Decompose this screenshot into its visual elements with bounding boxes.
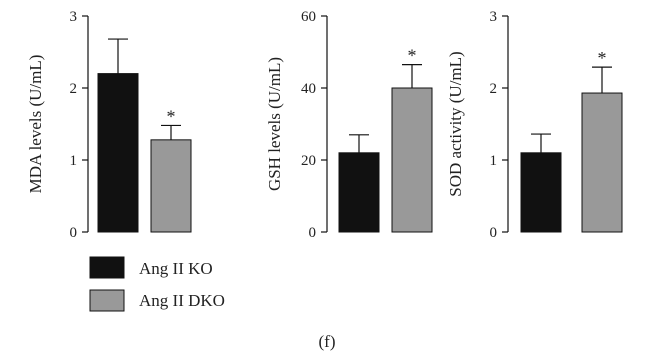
figure-caption: (f) xyxy=(319,332,336,351)
y-tick-label-gsh-3: 60 xyxy=(301,9,316,25)
y-tick-label-sod-2: 2 xyxy=(490,81,498,97)
y-tick-label-mda-2: 2 xyxy=(70,81,78,97)
legend-swatch-ang-ii-ko xyxy=(89,256,125,279)
bar-mda-0 xyxy=(97,73,139,233)
y-tick-label-gsh-2: 40 xyxy=(301,81,316,97)
y-tick-label-sod-1: 1 xyxy=(490,153,498,169)
chart-panel-sod: 0 1 2 3 SOD activity (U/mL) * xyxy=(446,9,623,241)
significance-mark-mda-1: * xyxy=(167,106,176,126)
legend: Ang II KO Ang II DKO xyxy=(89,256,225,312)
bar-sod-1 xyxy=(581,92,623,233)
chart-panel-gsh: 0 20 40 60 GSH levels (U/mL) * xyxy=(265,9,433,241)
y-tick-label-mda-1: 1 xyxy=(70,153,78,169)
significance-mark-sod-1: * xyxy=(598,48,607,68)
y-tick-label-mda-0: 0 xyxy=(70,225,78,241)
chart-panel-mda: 0 1 2 3 MDA levels (U/mL) * xyxy=(26,9,192,241)
legend-label-ang-ii-dko: Ang II DKO xyxy=(139,291,225,310)
bar-gsh-1 xyxy=(391,87,433,233)
y-axis-label-gsh: GSH levels (U/mL) xyxy=(265,57,284,191)
bar-gsh-0 xyxy=(338,152,380,233)
y-tick-label-gsh-0: 0 xyxy=(309,225,317,241)
significance-mark-gsh-1: * xyxy=(408,46,417,66)
y-tick-label-mda-3: 3 xyxy=(70,9,78,25)
y-tick-label-sod-0: 0 xyxy=(490,225,498,241)
legend-swatch-ang-ii-dko xyxy=(89,289,125,312)
y-tick-label-sod-3: 3 xyxy=(490,9,498,25)
y-axis-label-sod: SOD activity (U/mL) xyxy=(446,51,465,196)
bar-mda-1 xyxy=(150,139,192,233)
legend-label-ang-ii-ko: Ang II KO xyxy=(139,259,213,278)
y-axis-label-mda: MDA levels (U/mL) xyxy=(26,55,45,194)
y-tick-label-gsh-1: 20 xyxy=(301,153,316,169)
bar-sod-0 xyxy=(520,152,562,233)
